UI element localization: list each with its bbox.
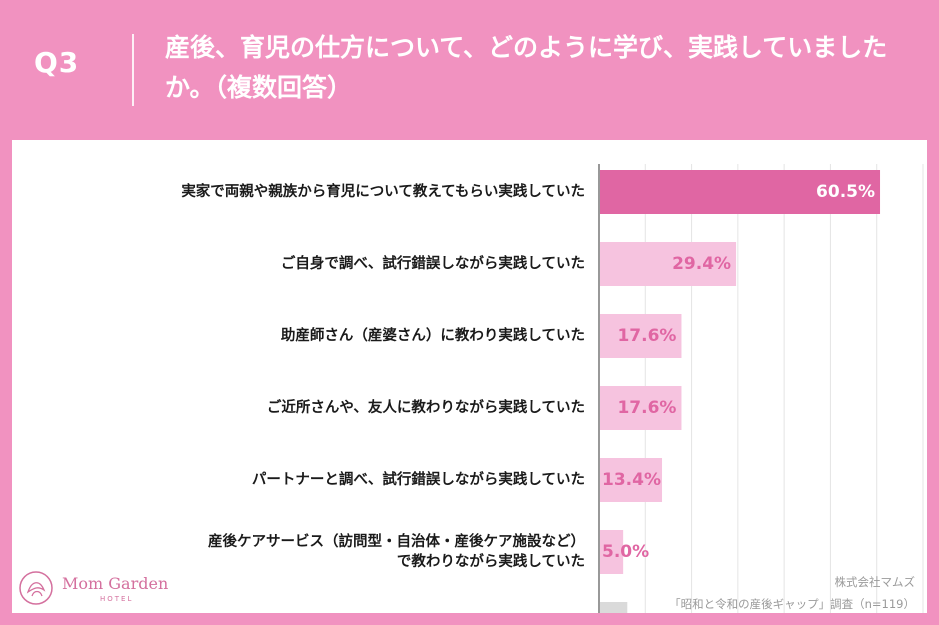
category-label: 実家で両親や親族から育児について教えてもらい実践していた	[181, 182, 585, 200]
logo-name: Mom Garden	[62, 574, 169, 593]
bar	[600, 170, 881, 214]
category-label: ご近所さんや、友人に教わりながら実践していた	[267, 398, 585, 416]
value-label: 17.6%	[617, 398, 676, 418]
bar-chart: 60.5% 実家で両親や親族から育児について教えてもらい実践していた 29.4% ご自…	[181, 164, 924, 613]
value-label: 13.4%	[602, 470, 661, 490]
credit-survey: 「昭和と令和の産後ギャップ」調査（n=119）	[669, 597, 915, 611]
bar	[600, 242, 737, 286]
header: Q3 産後、育児の仕方について、どのように学び、実践していましたか。（複数回答）	[0, 0, 939, 140]
bar	[600, 530, 624, 574]
flower-logo-icon	[19, 571, 53, 605]
credit: 株式会社マムズ 「昭和と令和の産後ギャップ」調査（n=119）	[669, 571, 915, 615]
credit-company: 株式会社マムズ	[834, 575, 916, 589]
value-label: 17.6%	[617, 326, 676, 346]
bar	[600, 602, 628, 613]
value-label: 29.4%	[672, 254, 731, 274]
bar	[600, 386, 682, 430]
header-divider	[132, 34, 134, 106]
bar	[600, 458, 663, 502]
value-label: 5.0%	[602, 542, 649, 562]
bar	[600, 314, 682, 358]
question-title: 産後、育児の仕方について、どのように学び、実践していましたか。（複数回答）	[165, 33, 888, 102]
category-label: 助産師さん（産婆さん）に教わり実践していた	[281, 326, 585, 344]
brand-logo: Mom Garden HOTEL	[16, 568, 176, 608]
category-label: ご自身で調べ、試行錯誤しながら実践していた	[281, 254, 585, 272]
category-label: パートナーと調べ、試行錯誤しながら実践していた	[252, 470, 585, 488]
logo-subtitle: HOTEL	[100, 595, 134, 603]
question-number: Q3	[34, 46, 80, 79]
chart-panel: 60.5% 実家で両親や親族から育児について教えてもらい実践していた 29.4% ご自…	[12, 140, 927, 613]
category-label: 産後ケアサービス（訪問型・自治体・産後ケア施設など）	[208, 532, 585, 550]
category-label: で教わりながら実践していた	[397, 552, 585, 570]
value-label: 60.5%	[816, 182, 875, 202]
